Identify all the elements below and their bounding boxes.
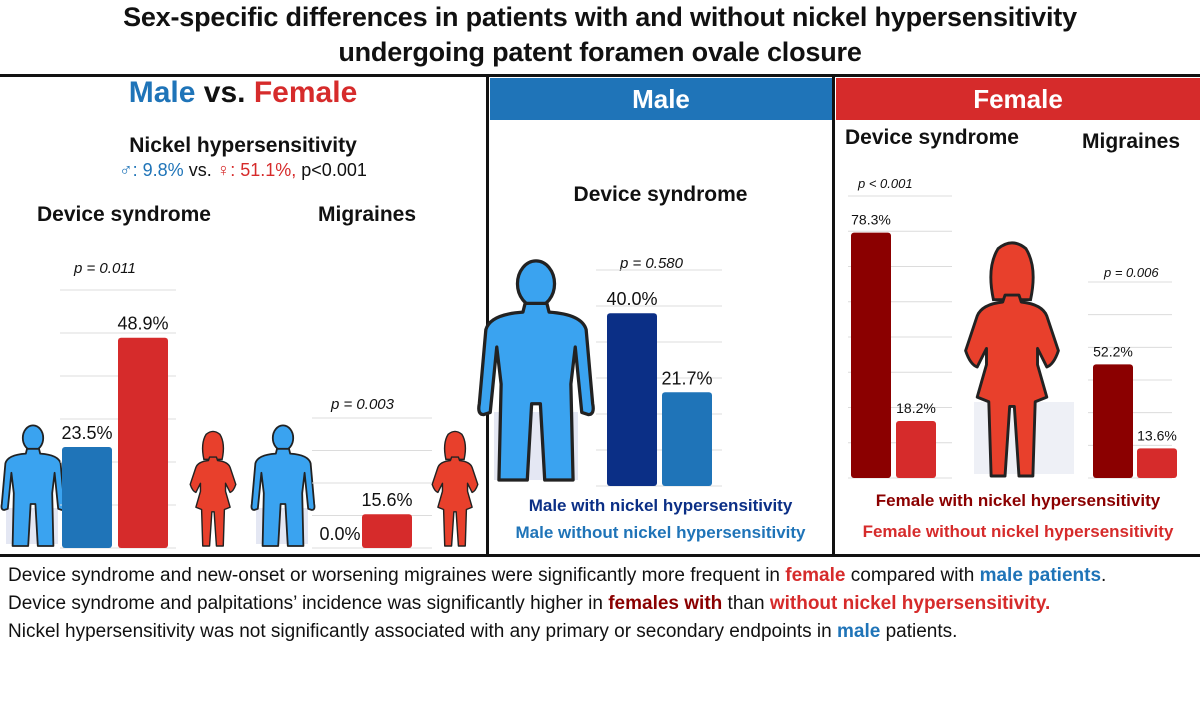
bar-value-label: 0.0%	[319, 524, 360, 544]
female-figure-icon	[431, 430, 479, 547]
female-figure-icon	[189, 430, 237, 547]
device-label-1: Device syndrome	[37, 203, 211, 226]
s2-d: without nickel hypersensitivity.	[769, 593, 1051, 614]
male-figure-icon	[477, 259, 595, 482]
legend-female-with: Female with nickel hypersensitivity	[875, 491, 1161, 510]
device-label-2: Device syndrome	[573, 183, 748, 206]
s1-c: compared with	[845, 565, 980, 586]
bar-first	[607, 313, 657, 486]
s2-a: Device syndrome and palpitations’ incide…	[8, 593, 609, 614]
device-p-2: p = 0.580	[620, 255, 683, 272]
s1-e: .	[1101, 565, 1107, 586]
male-stat: : 9.8%	[132, 160, 184, 180]
heading-vs: vs.	[203, 76, 246, 109]
title-line-1: Sex-specific differences in patients wit…	[123, 2, 1077, 32]
top-divider	[0, 74, 1200, 77]
p-overall: p<0.001	[301, 160, 367, 180]
s3-a: Nickel hypersensitivity was not signific…	[8, 621, 837, 642]
device-p-1: p = 0.011	[74, 260, 136, 277]
bar-second	[896, 420, 936, 478]
device-label-3: Device syndrome	[845, 126, 1019, 149]
s3-c: patients.	[880, 621, 958, 642]
heading-female: Female	[253, 76, 358, 109]
legend-male-without: Male without nickel hypersensitivity	[515, 523, 806, 542]
migraines-p-3: p = 0.006	[1104, 265, 1159, 280]
bar-value-label: 78.3%	[851, 212, 891, 228]
nickel-title: Nickel hypersensitivity	[129, 134, 357, 157]
nickel-stats: ♂: 9.8% vs. ♀: 51.1%, p<0.001	[0, 160, 486, 181]
bar-second	[118, 337, 168, 548]
page-title: Sex-specific differences in patients wit…	[0, 0, 1200, 70]
title-line-2: undergoing patent foramen ovale closure	[338, 37, 862, 67]
bar-second	[362, 514, 412, 548]
bar-value-label: 48.9%	[117, 314, 168, 334]
panel-divider-2	[832, 76, 835, 556]
migraines-p-1: p = 0.003	[331, 396, 394, 413]
s1-b: female	[785, 565, 846, 586]
device-p-3: p < 0.001	[858, 176, 913, 191]
female-stat: : 51.1%,	[230, 160, 297, 180]
bar-first	[851, 232, 891, 478]
s1-d: male patients	[979, 565, 1102, 586]
male-symbol: ♂	[119, 160, 133, 180]
male-figure-icon	[250, 424, 316, 547]
migraines-label-1: Migraines	[318, 203, 417, 226]
male-header: Male	[490, 78, 832, 120]
female-header: Female	[836, 78, 1200, 120]
bar-value-label: 18.2%	[896, 400, 936, 416]
heading-male: Male	[128, 76, 196, 109]
s1-a: Device syndrome and new-onset or worseni…	[8, 565, 786, 586]
summary-text: Device syndrome and new-onset or worseni…	[8, 562, 1193, 646]
panel1-heading: Male vs. Female	[0, 76, 486, 110]
bottom-divider	[0, 554, 1200, 557]
male-figure-icon	[0, 424, 66, 547]
summary-line-2: Device syndrome and palpitations’ incide…	[8, 590, 1193, 618]
bar-value-label: 52.2%	[1093, 343, 1133, 359]
bar-second	[1137, 448, 1177, 478]
bar-value-label: 21.7%	[661, 368, 712, 388]
bar-value-label: 13.6%	[1137, 427, 1177, 443]
s2-c: than	[722, 593, 770, 614]
summary-line-3: Nickel hypersensitivity was not signific…	[8, 618, 1193, 646]
bar-value-label: 15.6%	[361, 490, 412, 510]
stat-vs: vs.	[188, 160, 212, 180]
bar-second	[662, 392, 712, 486]
bar-first	[62, 446, 112, 548]
female-figure-icon	[964, 241, 1060, 478]
s2-b: females with	[608, 593, 723, 614]
bar-value-label: 40.0%	[606, 289, 657, 309]
summary-line-1: Device syndrome and new-onset or worseni…	[8, 562, 1193, 590]
female-symbol: ♀	[216, 160, 231, 180]
bar-first	[1093, 364, 1133, 478]
legend-male-with: Male with nickel hypersensitivity	[528, 496, 793, 515]
panel-divider-1	[486, 76, 489, 556]
legend-female-without: Female without nickel hypersensitivity	[862, 522, 1174, 541]
bar-value-label: 23.5%	[61, 423, 112, 443]
s3-b: male	[837, 621, 881, 642]
migraines-label-3: Migraines	[1082, 130, 1181, 153]
